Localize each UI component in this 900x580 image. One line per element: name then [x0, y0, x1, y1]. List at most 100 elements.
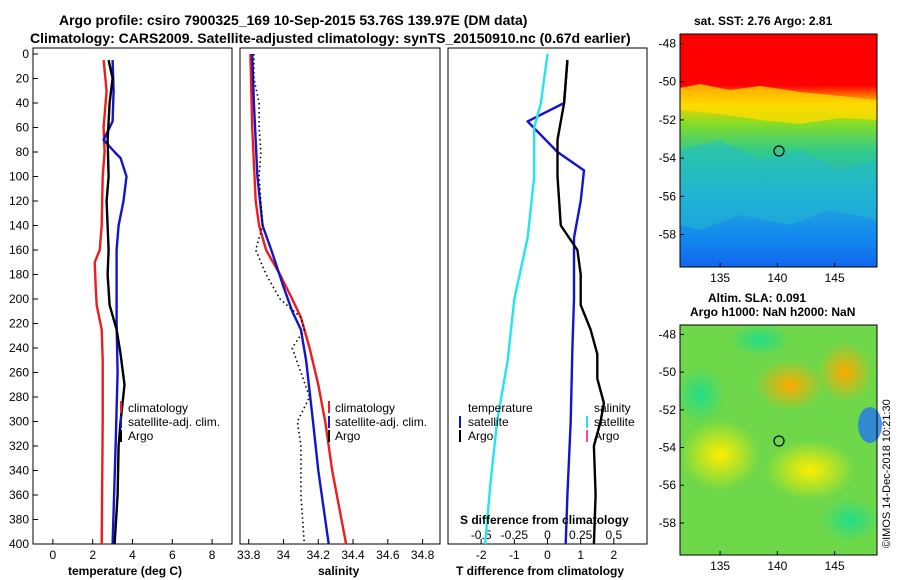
s-diff-tick-label: 0.5 [605, 528, 622, 542]
legend-title-temperature: temperature [468, 401, 533, 415]
temperature-panel: 0204060801001201401601802002202402602803… [9, 47, 453, 578]
depth-tick-label: 240 [9, 341, 29, 355]
salinity-legend: climatology satellite-adj. clim. Argo [328, 401, 427, 443]
watermark: ©IMOS 14-Dec-2018 10:21:30 [881, 399, 893, 548]
series-line-satellite-adj-clim- [251, 53, 330, 545]
x-tick-label: 34.4 [341, 548, 365, 562]
sla-map-anomaly [680, 420, 760, 490]
x-tick-label: -1 [509, 548, 520, 562]
legend-label-s-satellite: satellite [594, 415, 635, 429]
series-line-climatology [93, 59, 108, 545]
depth-tick-label: 260 [9, 366, 29, 380]
temperature-legend: climatology satellite-adj. clim. Argo [120, 401, 220, 443]
x-tick-label: 33.8 [237, 548, 261, 562]
lat-tick-label: -52 [659, 403, 677, 417]
depth-tick-label: 80 [16, 145, 30, 159]
sst-map-frame [679, 33, 878, 268]
sla-map-argo-marker [773, 435, 785, 447]
lat-tick-label: -48 [659, 37, 677, 51]
sla-map: Altim. SLA: 0.091 Argo h1000: NaN h2000:… [659, 291, 882, 573]
sla-map-anomaly [858, 407, 882, 443]
legend-label-argo: Argo [128, 429, 154, 443]
lon-tick-label: 140 [767, 271, 787, 285]
legend-label-s-argo: Argo [594, 429, 620, 443]
x-tick-label: 2 [89, 548, 96, 562]
lon-tick-label: 135 [710, 271, 730, 285]
sst-map-title: sat. SST: 2.76 Argo: 2.81 [694, 14, 833, 28]
depth-tick-label: 380 [9, 513, 29, 527]
x-tick-label: 8 [209, 548, 216, 562]
s-diff-tick-label: -0.25 [501, 528, 529, 542]
depth-tick-label: 400 [9, 537, 29, 551]
depth-tick-label: 20 [16, 72, 30, 86]
x-tick-label: 34.6 [376, 548, 400, 562]
depth-tick-label: 220 [9, 317, 29, 331]
series-line-satellite-s-diff [483, 53, 549, 545]
difference-legend-salinity: salinity satellite Argo [586, 401, 635, 443]
sst-map-cool-patch [680, 140, 877, 230]
depth-tick-label: 300 [9, 415, 29, 429]
lat-tick-label: -52 [659, 113, 677, 127]
t-difference-axis: -2 -1 0 1 2 [476, 539, 617, 562]
depth-tick-label: 180 [9, 268, 29, 282]
salinity-series [249, 53, 348, 545]
difference-legend-temperature: temperature satellite Argo [459, 401, 533, 443]
lon-tick-label: 140 [767, 559, 787, 573]
x-tick-label: 34.8 [411, 548, 435, 562]
sla-map-title-2: Argo h1000: NaN h2000: NaN [690, 305, 855, 319]
temperature-axis: 0 2 4 6 8 [50, 539, 216, 562]
x-tick-label: 4 [129, 548, 136, 562]
legend-label-climatology: climatology [128, 401, 188, 415]
legend-label-t-argo: Argo [468, 429, 494, 443]
depth-tick-label: 60 [16, 121, 30, 135]
t-difference-xlabel: T difference from climatology [456, 564, 624, 578]
sla-map-frame [679, 324, 878, 556]
salinity-axis: 33.8 34 34.2 34.4 34.6 34.8 [237, 539, 435, 562]
depth-tick-label: 120 [9, 194, 29, 208]
series-line-argo [253, 54, 311, 545]
depth-tick-label: 140 [9, 219, 29, 233]
lat-tick-label: -58 [659, 228, 677, 242]
series-line-satellite-t-diff [526, 60, 586, 545]
sst-map-front [680, 84, 877, 124]
legend-label-satellite: satellite-adj. clim. [335, 415, 427, 429]
lat-tick-label: -54 [659, 151, 677, 165]
depth-tick-label: 0 [22, 47, 29, 61]
sla-map-anomaly [755, 360, 825, 410]
sla-map-title-1: Altim. SLA: 0.091 [708, 291, 806, 305]
title-line-1: Argo profile: csiro 7900325_169 10-Sep-2… [59, 12, 527, 28]
x-tick-label: 6 [169, 548, 176, 562]
salinity-panel: 33.8 34 34.2 34.4 34.6 34.8 climatology satel… [237, 47, 441, 578]
x-tick-label: 0 [544, 548, 551, 562]
x-tick-label: 1 [577, 548, 584, 562]
s-diff-tick-label: 0.25 [569, 528, 593, 542]
depth-tick-label: 160 [9, 243, 29, 257]
s-difference-xlabel: S difference from climatology [460, 513, 629, 527]
title-line-2: Climatology: CARS2009. Satellite-adjuste… [30, 30, 631, 46]
lon-tick-label: 135 [710, 559, 730, 573]
series-line-argo-t-diff [556, 60, 606, 545]
legend-label-satellite: satellite-adj. clim. [128, 415, 220, 429]
sst-map: sat. SST: 2.76 Argo: 2.81 -48 -50 -52 -54 -5… [659, 14, 878, 285]
depth-tick-label: 40 [16, 96, 30, 110]
sla-map-axes: -48 -50 -52 -54 -56 -58 135 140 145 [659, 327, 845, 573]
legend-label-t-satellite: satellite [468, 415, 509, 429]
legend-title-salinity: salinity [594, 401, 631, 415]
depth-tick-label: 340 [9, 464, 29, 478]
x-tick-label: -2 [476, 548, 487, 562]
temperature-xlabel: temperature (deg C) [68, 564, 182, 578]
lat-tick-label: -58 [659, 516, 677, 530]
depth-tick-label: 100 [9, 170, 29, 184]
difference-plot-frame [447, 47, 648, 545]
x-tick-label: 34 [277, 548, 291, 562]
sst-map-argo-marker [773, 145, 785, 157]
x-tick-label: 0 [50, 548, 57, 562]
series-line-satellite-adj-clim- [102, 60, 128, 545]
lat-tick-label: -50 [659, 365, 677, 379]
series-line-argo [105, 59, 126, 545]
s-diff-tick-label: -0.5 [471, 528, 492, 542]
sst-map-axes: -48 -50 -52 -54 -56 -58 135 140 145 [659, 37, 845, 285]
lat-tick-label: -54 [659, 441, 677, 455]
lat-tick-label: -50 [659, 75, 677, 89]
